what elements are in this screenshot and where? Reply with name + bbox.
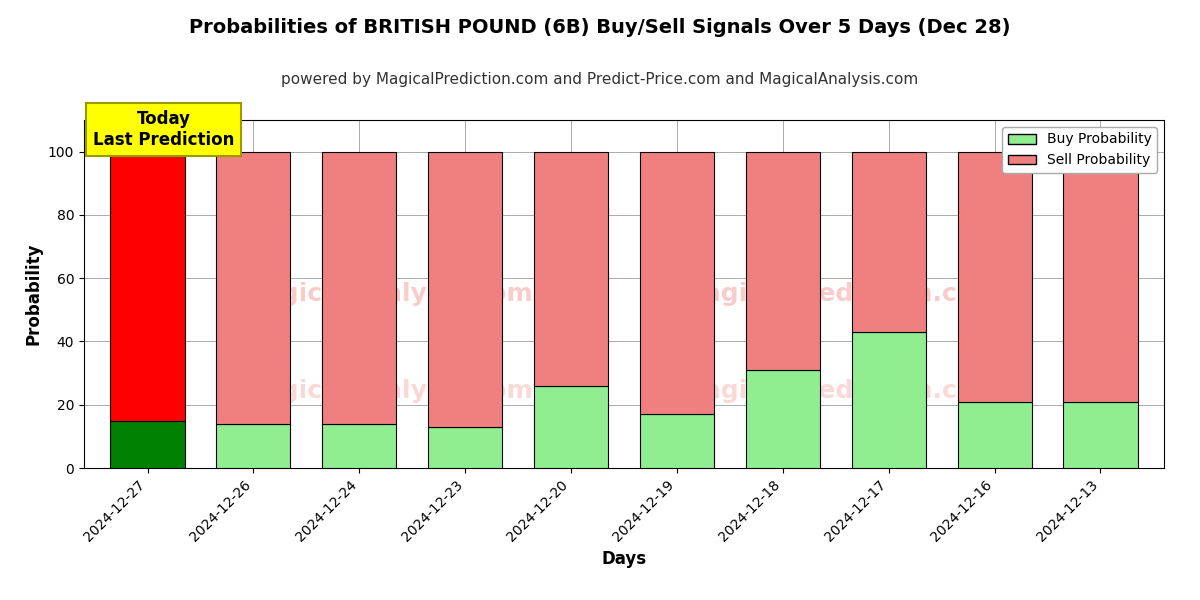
Text: MagicalAnalysis.com: MagicalAnalysis.com bbox=[240, 379, 533, 403]
Bar bbox=[323, 152, 396, 424]
Text: Today
Last Prediction: Today Last Prediction bbox=[92, 110, 234, 149]
Text: MagicalAnalysis.com: MagicalAnalysis.com bbox=[240, 282, 533, 306]
Bar bbox=[323, 424, 396, 468]
Text: powered by MagicalPrediction.com and Predict-Price.com and MagicalAnalysis.com: powered by MagicalPrediction.com and Pre… bbox=[281, 72, 919, 87]
Text: MagicalPrediction.com: MagicalPrediction.com bbox=[679, 282, 1001, 306]
Bar bbox=[428, 427, 503, 468]
Bar bbox=[534, 386, 608, 468]
Bar bbox=[745, 370, 820, 468]
Bar bbox=[110, 421, 185, 468]
Bar bbox=[852, 152, 925, 332]
Bar bbox=[216, 424, 290, 468]
Text: MagicalPrediction.com: MagicalPrediction.com bbox=[679, 379, 1001, 403]
Bar bbox=[640, 152, 714, 414]
Bar bbox=[110, 152, 185, 421]
Bar bbox=[640, 414, 714, 468]
Y-axis label: Probability: Probability bbox=[24, 243, 42, 345]
Bar bbox=[216, 152, 290, 424]
Bar bbox=[958, 401, 1032, 468]
Bar bbox=[958, 152, 1032, 401]
Bar bbox=[745, 152, 820, 370]
Bar bbox=[1063, 401, 1138, 468]
Text: Probabilities of BRITISH POUND (6B) Buy/Sell Signals Over 5 Days (Dec 28): Probabilities of BRITISH POUND (6B) Buy/… bbox=[190, 18, 1010, 37]
Bar bbox=[1063, 152, 1138, 401]
Legend: Buy Probability, Sell Probability: Buy Probability, Sell Probability bbox=[1002, 127, 1157, 173]
Bar bbox=[534, 152, 608, 386]
X-axis label: Days: Days bbox=[601, 550, 647, 568]
Bar bbox=[428, 152, 503, 427]
Bar bbox=[852, 332, 925, 468]
